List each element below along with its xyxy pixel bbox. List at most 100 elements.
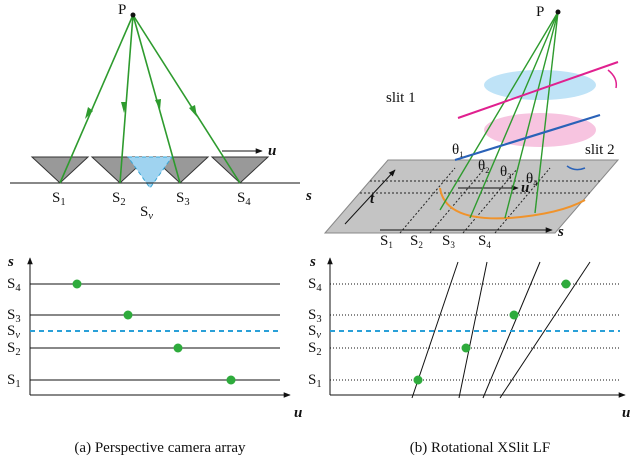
caption: (b) Rotational XSlit LF — [410, 440, 550, 456]
label-index: 4 — [15, 283, 21, 294]
sub-label: S1 — [7, 372, 21, 390]
label-index: 3 — [316, 314, 321, 325]
label-letter: θ — [500, 164, 507, 180]
panel-b-plot: s u — [309, 254, 630, 421]
y-axis-label: s — [309, 254, 316, 270]
label-letter: S — [7, 276, 15, 292]
label-letter: S — [308, 340, 316, 356]
arrowhead — [189, 105, 197, 117]
sample-dot — [174, 344, 183, 353]
sub-label: θ1 — [452, 142, 463, 159]
sample-dot — [510, 311, 519, 320]
u-label: u — [268, 143, 276, 159]
slit2-disk — [484, 113, 596, 147]
figure: P u s P slit 1 slit — [0, 0, 636, 463]
label-letter: S — [410, 233, 418, 249]
sub-label: S2 — [7, 340, 21, 358]
sample-dot — [73, 280, 82, 289]
label-letter: S — [478, 233, 486, 249]
label-index: 3 — [15, 314, 20, 325]
sample-dot — [227, 376, 236, 385]
sample-dot — [124, 311, 133, 320]
label-index: 3 — [184, 197, 189, 208]
x-axis-label: u — [622, 405, 630, 421]
sub-label: S2 — [308, 340, 322, 358]
sub-label: S2 — [410, 233, 423, 250]
sub-label: S1 — [308, 372, 322, 390]
sub-label: S3 — [442, 233, 455, 250]
label-index: 2 — [316, 347, 321, 358]
label-letter: θ — [526, 171, 533, 187]
xslit-line — [459, 262, 487, 398]
label-index: 4 — [486, 240, 491, 250]
rotation-arrow — [608, 70, 616, 88]
label-letter: S — [112, 190, 120, 206]
sample-dot — [414, 376, 423, 385]
label-index: 1 — [15, 379, 20, 390]
sample-dot — [462, 344, 471, 353]
y-axis-label: s — [7, 254, 14, 270]
center-point — [556, 10, 561, 15]
sub-label: S3 — [176, 190, 190, 208]
label-letter: S — [442, 233, 450, 249]
point-label: P — [118, 2, 126, 18]
sub-label: S2 — [112, 190, 126, 208]
sub-label: S4 — [478, 233, 491, 250]
camera — [212, 157, 268, 183]
s-label: s — [305, 188, 312, 204]
sub-label: Sv — [308, 323, 321, 341]
slit1-disk — [484, 70, 596, 100]
label-index: v — [148, 211, 153, 222]
sub-label: S1 — [52, 190, 66, 208]
center-point — [131, 13, 136, 18]
label-index: v — [316, 330, 321, 341]
label-index: 2 — [15, 347, 20, 358]
label-letter: S — [380, 233, 388, 249]
sub-label: S4 — [237, 190, 251, 208]
panel-a-top: P u s — [10, 2, 312, 204]
caption: (a) Perspective camera array — [74, 440, 246, 456]
label-index: 1 — [316, 379, 321, 390]
slit2-label: slit 2 — [585, 142, 615, 158]
label-index: 2 — [120, 197, 125, 208]
sub-label: Sv — [7, 323, 20, 341]
arrowhead — [155, 99, 161, 110]
label-letter: S — [7, 323, 15, 339]
plane — [325, 160, 618, 233]
s-label: s — [557, 224, 564, 240]
label-letter: S — [7, 307, 15, 323]
label-index: 1 — [388, 240, 393, 250]
label-letter: S — [308, 323, 316, 339]
sub-label: S1 — [380, 233, 393, 250]
label-index: 2 — [485, 166, 489, 175]
label-letter: S — [140, 204, 148, 220]
slit1-label: slit 1 — [386, 90, 416, 106]
ray-arrows — [85, 99, 197, 119]
label-letter: S — [176, 190, 184, 206]
label-letter: S — [7, 372, 15, 388]
label-index: 1 — [459, 150, 463, 159]
label-index: 3 — [450, 240, 455, 250]
label-letter: θ — [478, 158, 485, 174]
label-letter: S — [52, 190, 60, 206]
label-letter: S — [237, 190, 245, 206]
label-letter: θ — [452, 142, 459, 158]
x-axis-label: u — [294, 405, 302, 421]
label-index: v — [15, 330, 20, 341]
label-index: 3 — [507, 172, 511, 181]
camera — [32, 157, 88, 183]
label-index: 2 — [418, 240, 423, 250]
label-letter: S — [308, 276, 316, 292]
label-letter: S — [308, 307, 316, 323]
sub-label: Sv — [140, 204, 153, 222]
label-letter: S — [7, 340, 15, 356]
label-index: 1 — [60, 197, 65, 208]
point-label: P — [536, 4, 544, 20]
sub-label: S4 — [7, 276, 21, 294]
panel-b-top: P slit 1 slit 2 t u s — [325, 4, 618, 240]
panel-a-plot: s u — [7, 254, 302, 421]
label-index: 4 — [245, 197, 251, 208]
label-letter: S — [308, 372, 316, 388]
sub-label: S4 — [308, 276, 322, 294]
sample-dot — [562, 280, 571, 289]
